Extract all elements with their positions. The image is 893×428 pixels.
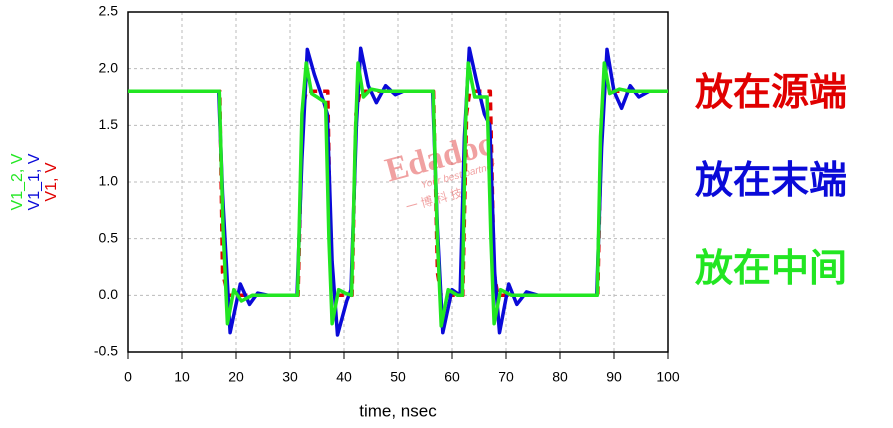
annotation: 放在中间 — [695, 248, 847, 290]
y-tick-label: 1.0 — [99, 173, 119, 189]
x-axis-label: time, nsec — [359, 401, 437, 420]
x-tick-label: 50 — [390, 369, 406, 385]
x-tick-label: 100 — [656, 369, 680, 385]
y-axis-label: V1_2, V — [9, 153, 26, 210]
x-tick-label: 80 — [552, 369, 568, 385]
y-tick-label: 2.0 — [99, 59, 119, 75]
x-tick-label: 40 — [336, 369, 352, 385]
y-tick-label: 2.5 — [99, 3, 119, 19]
y-tick-label: -0.5 — [94, 343, 118, 359]
annotation: 放在末端 — [695, 160, 847, 202]
x-tick-label: 60 — [444, 369, 460, 385]
plot-frame — [127, 11, 669, 353]
y-axis-label: V1, V — [43, 162, 60, 201]
x-tick-label: 10 — [174, 369, 190, 385]
annotation: 放在源端 — [695, 72, 847, 114]
y-tick-label: 1.5 — [99, 116, 119, 132]
x-tick-label: 30 — [282, 369, 298, 385]
x-tick-label: 20 — [228, 369, 244, 385]
y-tick-label: 0.5 — [99, 229, 119, 245]
x-tick-label: 90 — [606, 369, 622, 385]
series-line — [128, 61, 668, 328]
x-tick-label: 0 — [124, 369, 132, 385]
y-axis-label: V1_1, V — [26, 153, 43, 210]
y-tick-label: 0.0 — [99, 286, 119, 302]
x-tick-label: 70 — [498, 369, 514, 385]
